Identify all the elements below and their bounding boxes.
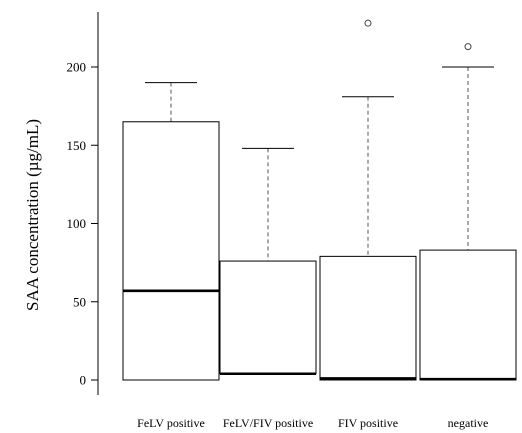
box-iqr [419, 249, 517, 381]
y-axis: 0 50 100 150 200 [67, 12, 99, 395]
box-iqr [319, 255, 417, 381]
outlier-point [464, 43, 472, 51]
x-category-label: FeLV positive [137, 416, 205, 430]
box-iqr [122, 121, 220, 381]
x-category-label: FeLV/FIV positive [223, 416, 313, 430]
y-axis-title: SAA concentration (µg/mL) [23, 119, 42, 311]
x-category-label: negative [448, 416, 489, 430]
outlier-point [364, 19, 372, 27]
x-category-label: FIV positive [338, 416, 398, 430]
y-tick-label: 0 [80, 373, 87, 388]
y-tick-label: 200 [67, 60, 87, 75]
y-tick-label: 50 [73, 294, 86, 309]
box-group [419, 43, 517, 381]
box-group [219, 147, 317, 376]
x-axis-labels: FeLV positive FeLV/FIV positive FIV positi… [137, 416, 488, 430]
boxes [122, 19, 517, 381]
box-group [122, 82, 220, 381]
box-iqr [219, 260, 317, 375]
y-tick-label: 100 [67, 216, 87, 231]
y-tick-label: 150 [67, 138, 87, 153]
box-group [319, 19, 417, 381]
